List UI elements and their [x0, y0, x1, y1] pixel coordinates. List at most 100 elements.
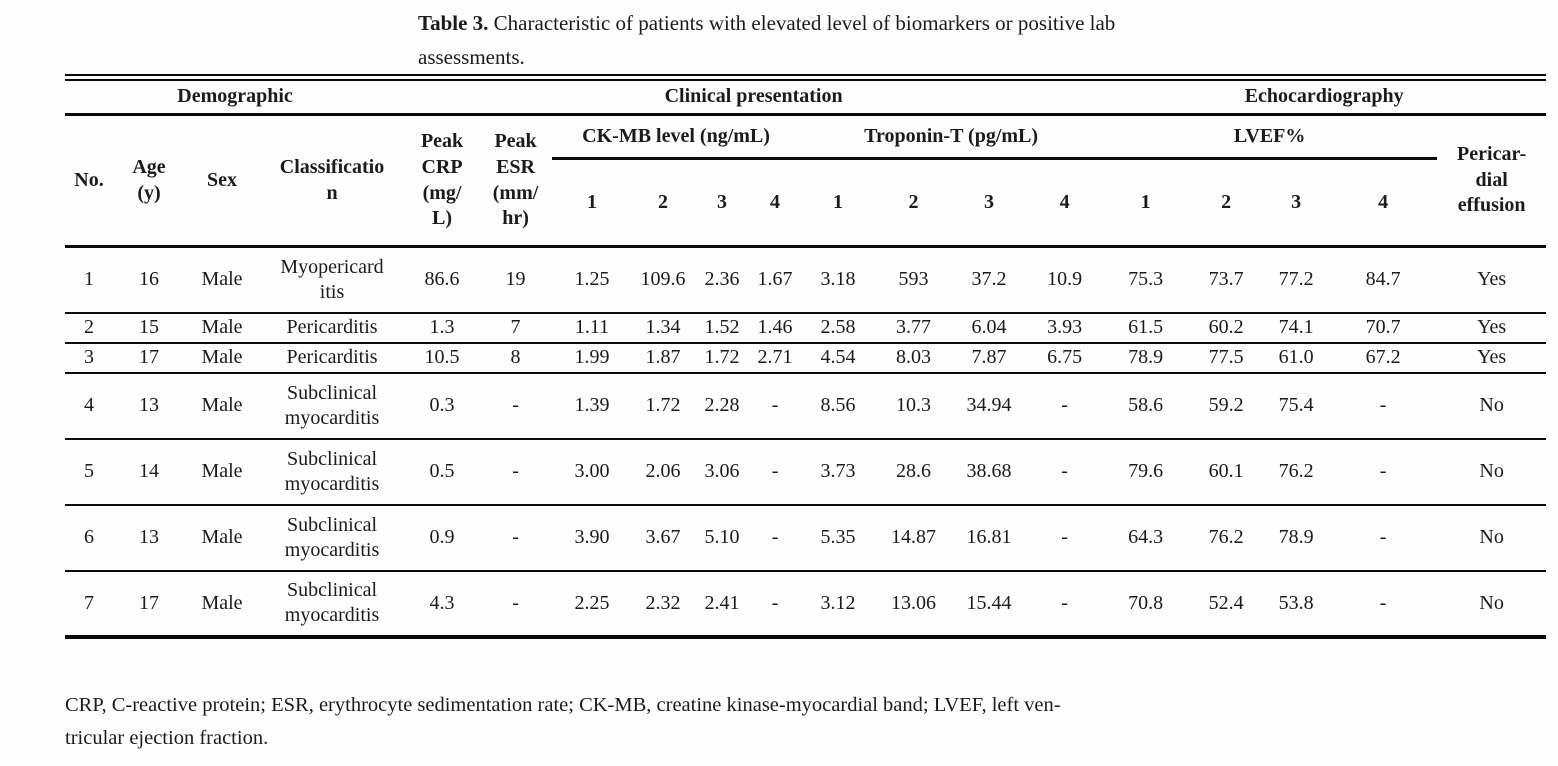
cell-troponin-4: 6.75	[1027, 342, 1103, 374]
cell-ckmb-2: 109.6	[632, 245, 695, 314]
cell-troponin-2: 3.77	[876, 312, 952, 344]
col-header-troponin-3: 3	[984, 190, 995, 213]
cell-ckmb-3: 2.36	[694, 245, 751, 314]
col-header-ckmb-4: 4	[770, 190, 781, 213]
cell-troponin-2: 8.03	[876, 342, 952, 374]
cell-troponin-4: 3.93	[1027, 312, 1103, 344]
cell-pericardial-effusion: Yes	[1437, 245, 1547, 314]
col-header-ckmb-1: 1	[587, 190, 598, 213]
cell-no: 7	[65, 570, 113, 639]
col-header-lvef-4: 4	[1378, 190, 1389, 213]
group-demographic: Demographic	[65, 77, 406, 116]
table-caption-label: Table 3.	[418, 11, 489, 35]
cell-lvef-4: 84.7	[1329, 245, 1438, 314]
cell-age: 14	[113, 438, 185, 506]
cell-lvef-1: 75.3	[1102, 245, 1190, 314]
cell-peak-esr: 8	[479, 342, 553, 374]
cell-lvef-1: 78.9	[1102, 342, 1190, 374]
cell-troponin-2: 14.87	[876, 504, 952, 572]
column-header-row: No. Age (y) Sex Classificatio n Peak CRP…	[65, 114, 1546, 229]
cell-sex: Male	[185, 342, 259, 374]
cell-classification: Myopericard itis	[259, 245, 406, 314]
cell-ckmb-1: 1.99	[552, 342, 633, 374]
col-header-classification: Classificatio n	[279, 155, 385, 204]
col-header-ckmb: CK-MB level (ng/mL)	[552, 114, 801, 160]
patients-table: Demographic Clinical presentation Echoca…	[65, 74, 1547, 639]
cell-peak-esr: -	[479, 504, 553, 572]
cell-classification: Subclinical myocarditis	[259, 570, 406, 639]
footnote-line2: tricular ejection fraction.	[65, 727, 269, 749]
cell-troponin-2: 28.6	[876, 438, 952, 506]
cell-lvef-2: 76.2	[1189, 504, 1264, 572]
cell-lvef-4: -	[1329, 438, 1438, 506]
cell-ckmb-1: 1.39	[552, 372, 633, 440]
cell-ckmb-4: 2.71	[750, 342, 801, 374]
cell-troponin-1: 3.12	[800, 570, 877, 639]
cell-troponin-3: 7.87	[951, 342, 1028, 374]
table-caption: Table 3. Characteristic of patients with…	[418, 6, 1403, 74]
cell-lvef-1: 61.5	[1102, 312, 1190, 344]
cell-ckmb-2: 1.72	[632, 372, 695, 440]
cell-peak-crp: 0.5	[405, 438, 480, 506]
cell-lvef-1: 70.8	[1102, 570, 1190, 639]
cell-sex: Male	[185, 438, 259, 506]
col-header-peak-esr: Peak ESR (mm/ hr)	[492, 130, 539, 230]
col-header-pericardial-effusion: Pericar- dial effusion	[1457, 143, 1527, 217]
cell-no: 6	[65, 504, 113, 572]
cell-ckmb-2: 1.34	[632, 312, 695, 344]
cell-peak-crp: 1.3	[405, 312, 480, 344]
col-header-troponin-4: 4	[1059, 190, 1070, 213]
cell-age: 13	[113, 504, 185, 572]
cell-peak-esr: -	[479, 372, 553, 440]
cell-no: 1	[65, 245, 113, 314]
cell-ckmb-3: 2.28	[694, 372, 751, 440]
cell-lvef-4: -	[1329, 372, 1438, 440]
cell-lvef-1: 79.6	[1102, 438, 1190, 506]
subcolumn-header-row: 1 2 3 4 1 2 3 4 1 2 3 4	[65, 159, 1546, 247]
table-footnote: CRP, C-reactive protein; ESR, erythrocyt…	[65, 689, 1553, 755]
cell-pericardial-effusion: No	[1437, 504, 1547, 572]
cell-troponin-1: 5.35	[800, 504, 877, 572]
cell-ckmb-4: 1.67	[750, 245, 801, 314]
table-row: 3 17 Male Pericarditis 10.5 8 1.99 1.87 1.72 2.71…	[65, 342, 1547, 374]
cell-lvef-1: 58.6	[1102, 372, 1190, 440]
cell-troponin-1: 4.54	[800, 342, 877, 374]
table-caption-text-line2: assessments.	[418, 45, 525, 69]
col-header-troponin-1: 1	[833, 190, 844, 213]
col-header-lvef-3: 3	[1291, 190, 1302, 213]
cell-troponin-3: 6.04	[951, 312, 1028, 344]
group-clinical-presentation: Clinical presentation	[405, 77, 1103, 116]
cell-troponin-3: 34.94	[951, 372, 1028, 440]
cell-classification: Subclinical myocarditis	[259, 438, 406, 506]
cell-ckmb-1: 1.11	[552, 312, 633, 344]
cell-troponin-3: 15.44	[951, 570, 1028, 639]
col-header-lvef: LVEF%	[1102, 114, 1438, 160]
cell-ckmb-3: 5.10	[694, 504, 751, 572]
cell-ckmb-2: 3.67	[632, 504, 695, 572]
cell-age: 15	[113, 312, 185, 344]
cell-troponin-2: 593	[876, 245, 952, 314]
cell-lvef-2: 60.2	[1189, 312, 1264, 344]
cell-peak-esr: -	[479, 570, 553, 639]
cell-classification: Pericarditis	[259, 312, 406, 344]
cell-peak-crp: 86.6	[405, 245, 480, 314]
cell-ckmb-4: -	[750, 570, 801, 639]
cell-lvef-3: 76.2	[1263, 438, 1330, 506]
col-header-ckmb-2: 2	[658, 190, 669, 213]
col-header-lvef-2: 2	[1221, 190, 1232, 213]
table-caption-text-line1: Characteristic of patients with elevated…	[493, 11, 1116, 35]
cell-lvef-3: 75.4	[1263, 372, 1330, 440]
cell-ckmb-2: 1.87	[632, 342, 695, 374]
cell-no: 4	[65, 372, 113, 440]
col-header-age: Age (y)	[132, 155, 166, 204]
cell-lvef-2: 52.4	[1189, 570, 1264, 639]
cell-no: 2	[65, 312, 113, 344]
table-row: 6 13 Male Subclinical myocarditis 0.9-3.90 3.…	[65, 504, 1547, 572]
table-row: 1 16 Male Myopericard itis 86.6 19 1.25 109.6 2.…	[65, 245, 1547, 314]
cell-sex: Male	[185, 372, 259, 440]
cell-lvef-4: 70.7	[1329, 312, 1438, 344]
cell-ckmb-4: -	[750, 504, 801, 572]
cell-lvef-3: 61.0	[1263, 342, 1330, 374]
cell-lvef-4: 67.2	[1329, 342, 1438, 374]
